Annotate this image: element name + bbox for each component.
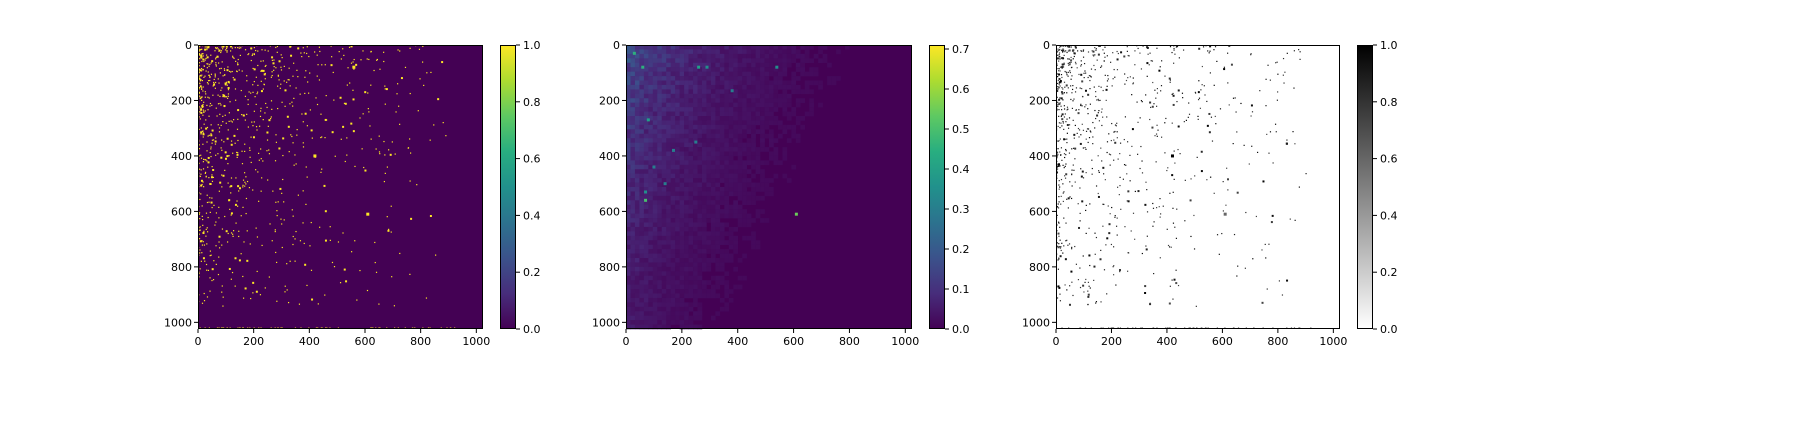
heatmap-highlight-1 — [313, 154, 317, 158]
colorbar-tick-label-0: 0.0 — [952, 323, 970, 336]
x-tick-label-1: 200 — [1101, 335, 1122, 348]
y-tick-label-1: 200 — [599, 94, 620, 107]
plot-frame — [1056, 45, 1340, 329]
x-tick-label-5: 1000 — [1319, 335, 1347, 348]
colorbar-tick-label-1: 0.1 — [952, 283, 970, 296]
colorbar-tick-label-5: 1.0 — [523, 39, 541, 52]
heatmap-highlight-0 — [1223, 212, 1227, 216]
colorbar-tick-label-6: 0.6 — [952, 83, 970, 96]
y-tick-label-2: 400 — [1029, 150, 1050, 163]
colorbar-tick-label-5: 0.5 — [952, 123, 970, 136]
binary-matrix: 0 200 400 600 800 1000020040060080010000.00.2… — [164, 39, 541, 348]
heatmap-highlight-4 — [697, 65, 701, 69]
plot-frame — [626, 45, 912, 329]
heatmap-highlight-3 — [646, 118, 650, 122]
colorbar-tick-label-4: 0.8 — [523, 96, 541, 109]
heatmap-background — [198, 45, 483, 329]
colorbar-tick-label-2: 0.4 — [1380, 209, 1398, 222]
colorbar-tick-label-2: 0.2 — [952, 243, 970, 256]
colorbar-frame — [1357, 45, 1373, 329]
y-tick-label-5: 1000 — [164, 316, 192, 329]
colorbar-tick-label-7: 0.7 — [952, 43, 970, 56]
heatmap-highlight-2 — [644, 190, 648, 194]
x-tick-label-1: 200 — [671, 335, 692, 348]
y-tick-label-3: 600 — [171, 205, 192, 218]
colorbar-tick-label-3: 0.6 — [523, 153, 541, 166]
grayscale-matrix: 0 200 400 600 800 1000020040060080010000.00.2… — [1022, 39, 1398, 348]
colorbar-tick-label-0: 0.0 — [1380, 323, 1398, 336]
heatmap-highlight-6 — [775, 65, 779, 69]
colorbar-tick-label-1: 0.2 — [1380, 266, 1398, 279]
x-tick-label-5: 1000 — [891, 335, 919, 348]
x-tick-label-1: 200 — [243, 335, 264, 348]
x-tick-label-2: 400 — [727, 335, 748, 348]
y-tick-label-4: 800 — [1029, 261, 1050, 274]
y-tick-label-0: 0 — [1043, 39, 1050, 52]
x-tick-label-3: 600 — [1212, 335, 1233, 348]
y-tick-label-4: 800 — [171, 261, 192, 274]
colorbar-tick-label-0: 0.0 — [523, 323, 541, 336]
heatmap-background — [1056, 45, 1340, 329]
y-tick-label-3: 600 — [1029, 205, 1050, 218]
y-tick-label-3: 600 — [599, 205, 620, 218]
colorbar-tick-label-3: 0.3 — [952, 203, 970, 216]
colorbar-frame — [500, 45, 516, 329]
heatmap-highlight-13 — [641, 65, 645, 69]
x-tick-label-0: 0 — [1053, 335, 1060, 348]
colorbar: 0.0 0.2 0.4 0.6 0.8 1.0 — [1357, 39, 1398, 336]
heatmap-highlight-12 — [632, 51, 636, 55]
y-tick-label-0: 0 — [613, 39, 620, 52]
colorbar-gradient — [500, 45, 516, 329]
colorbar-gradient — [929, 45, 945, 329]
x-tick-label-4: 800 — [839, 335, 860, 348]
heatmap-highlight-10 — [652, 165, 656, 169]
heatmap-texture — [1056, 45, 1312, 329]
x-tick-label-4: 800 — [1267, 335, 1288, 348]
colorbar: 0.0 0.2 0.4 0.6 0.8 1.0 — [500, 39, 541, 336]
y-tick-label-5: 1000 — [1022, 316, 1050, 329]
x-tick-label-3: 600 — [783, 335, 804, 348]
heatmap-highlight-0 — [794, 212, 798, 216]
y-tick-label-5: 1000 — [592, 316, 620, 329]
heatmap-highlight-1 — [644, 198, 648, 202]
colorbar-tick-label-5: 1.0 — [1380, 39, 1398, 52]
heatmap-texture — [198, 45, 456, 329]
density-matrix: 0 200 400 600 800 1000020040060080010000.00.1… — [592, 39, 970, 348]
colorbar-tick-label-2: 0.4 — [523, 209, 541, 222]
y-tick-label-4: 800 — [599, 261, 620, 274]
heatmap-highlight-2 — [352, 65, 356, 69]
heatmap-highlight-0 — [366, 212, 370, 216]
y-tick-label-2: 400 — [171, 150, 192, 163]
x-tick-label-0: 0 — [195, 335, 202, 348]
colorbar-tick-label-3: 0.6 — [1380, 153, 1398, 166]
heatmap-highlight-11 — [663, 182, 667, 186]
x-tick-label-2: 400 — [299, 335, 320, 348]
y-tick-label-1: 200 — [1029, 94, 1050, 107]
colorbar: 0.0 0.1 0.2 0.3 0.4 0.5 0.6 0.7 — [929, 43, 970, 336]
heatmap-highlight-5 — [705, 65, 709, 69]
y-tick-label-1: 200 — [171, 94, 192, 107]
heatmap-texture — [626, 45, 850, 330]
x-tick-label-3: 600 — [354, 335, 375, 348]
heatmap-highlight-9 — [671, 148, 675, 152]
colorbar-gradient — [1357, 45, 1373, 329]
plot-frame — [198, 45, 483, 329]
x-tick-label-2: 400 — [1156, 335, 1177, 348]
x-tick-label-0: 0 — [623, 335, 630, 348]
x-tick-label-5: 1000 — [462, 335, 490, 348]
heatmap-highlight-7 — [730, 89, 734, 93]
y-tick-label-0: 0 — [185, 39, 192, 52]
colorbar-tick-label-1: 0.2 — [523, 266, 541, 279]
y-tick-label-2: 400 — [599, 150, 620, 163]
x-tick-label-4: 800 — [410, 335, 431, 348]
colorbar-tick-label-4: 0.4 — [952, 163, 970, 176]
colorbar-tick-label-4: 0.8 — [1380, 96, 1398, 109]
colorbar-frame — [929, 45, 945, 329]
heatmap-highlight-8 — [694, 140, 698, 144]
heatmap-highlight-1 — [1170, 154, 1174, 158]
